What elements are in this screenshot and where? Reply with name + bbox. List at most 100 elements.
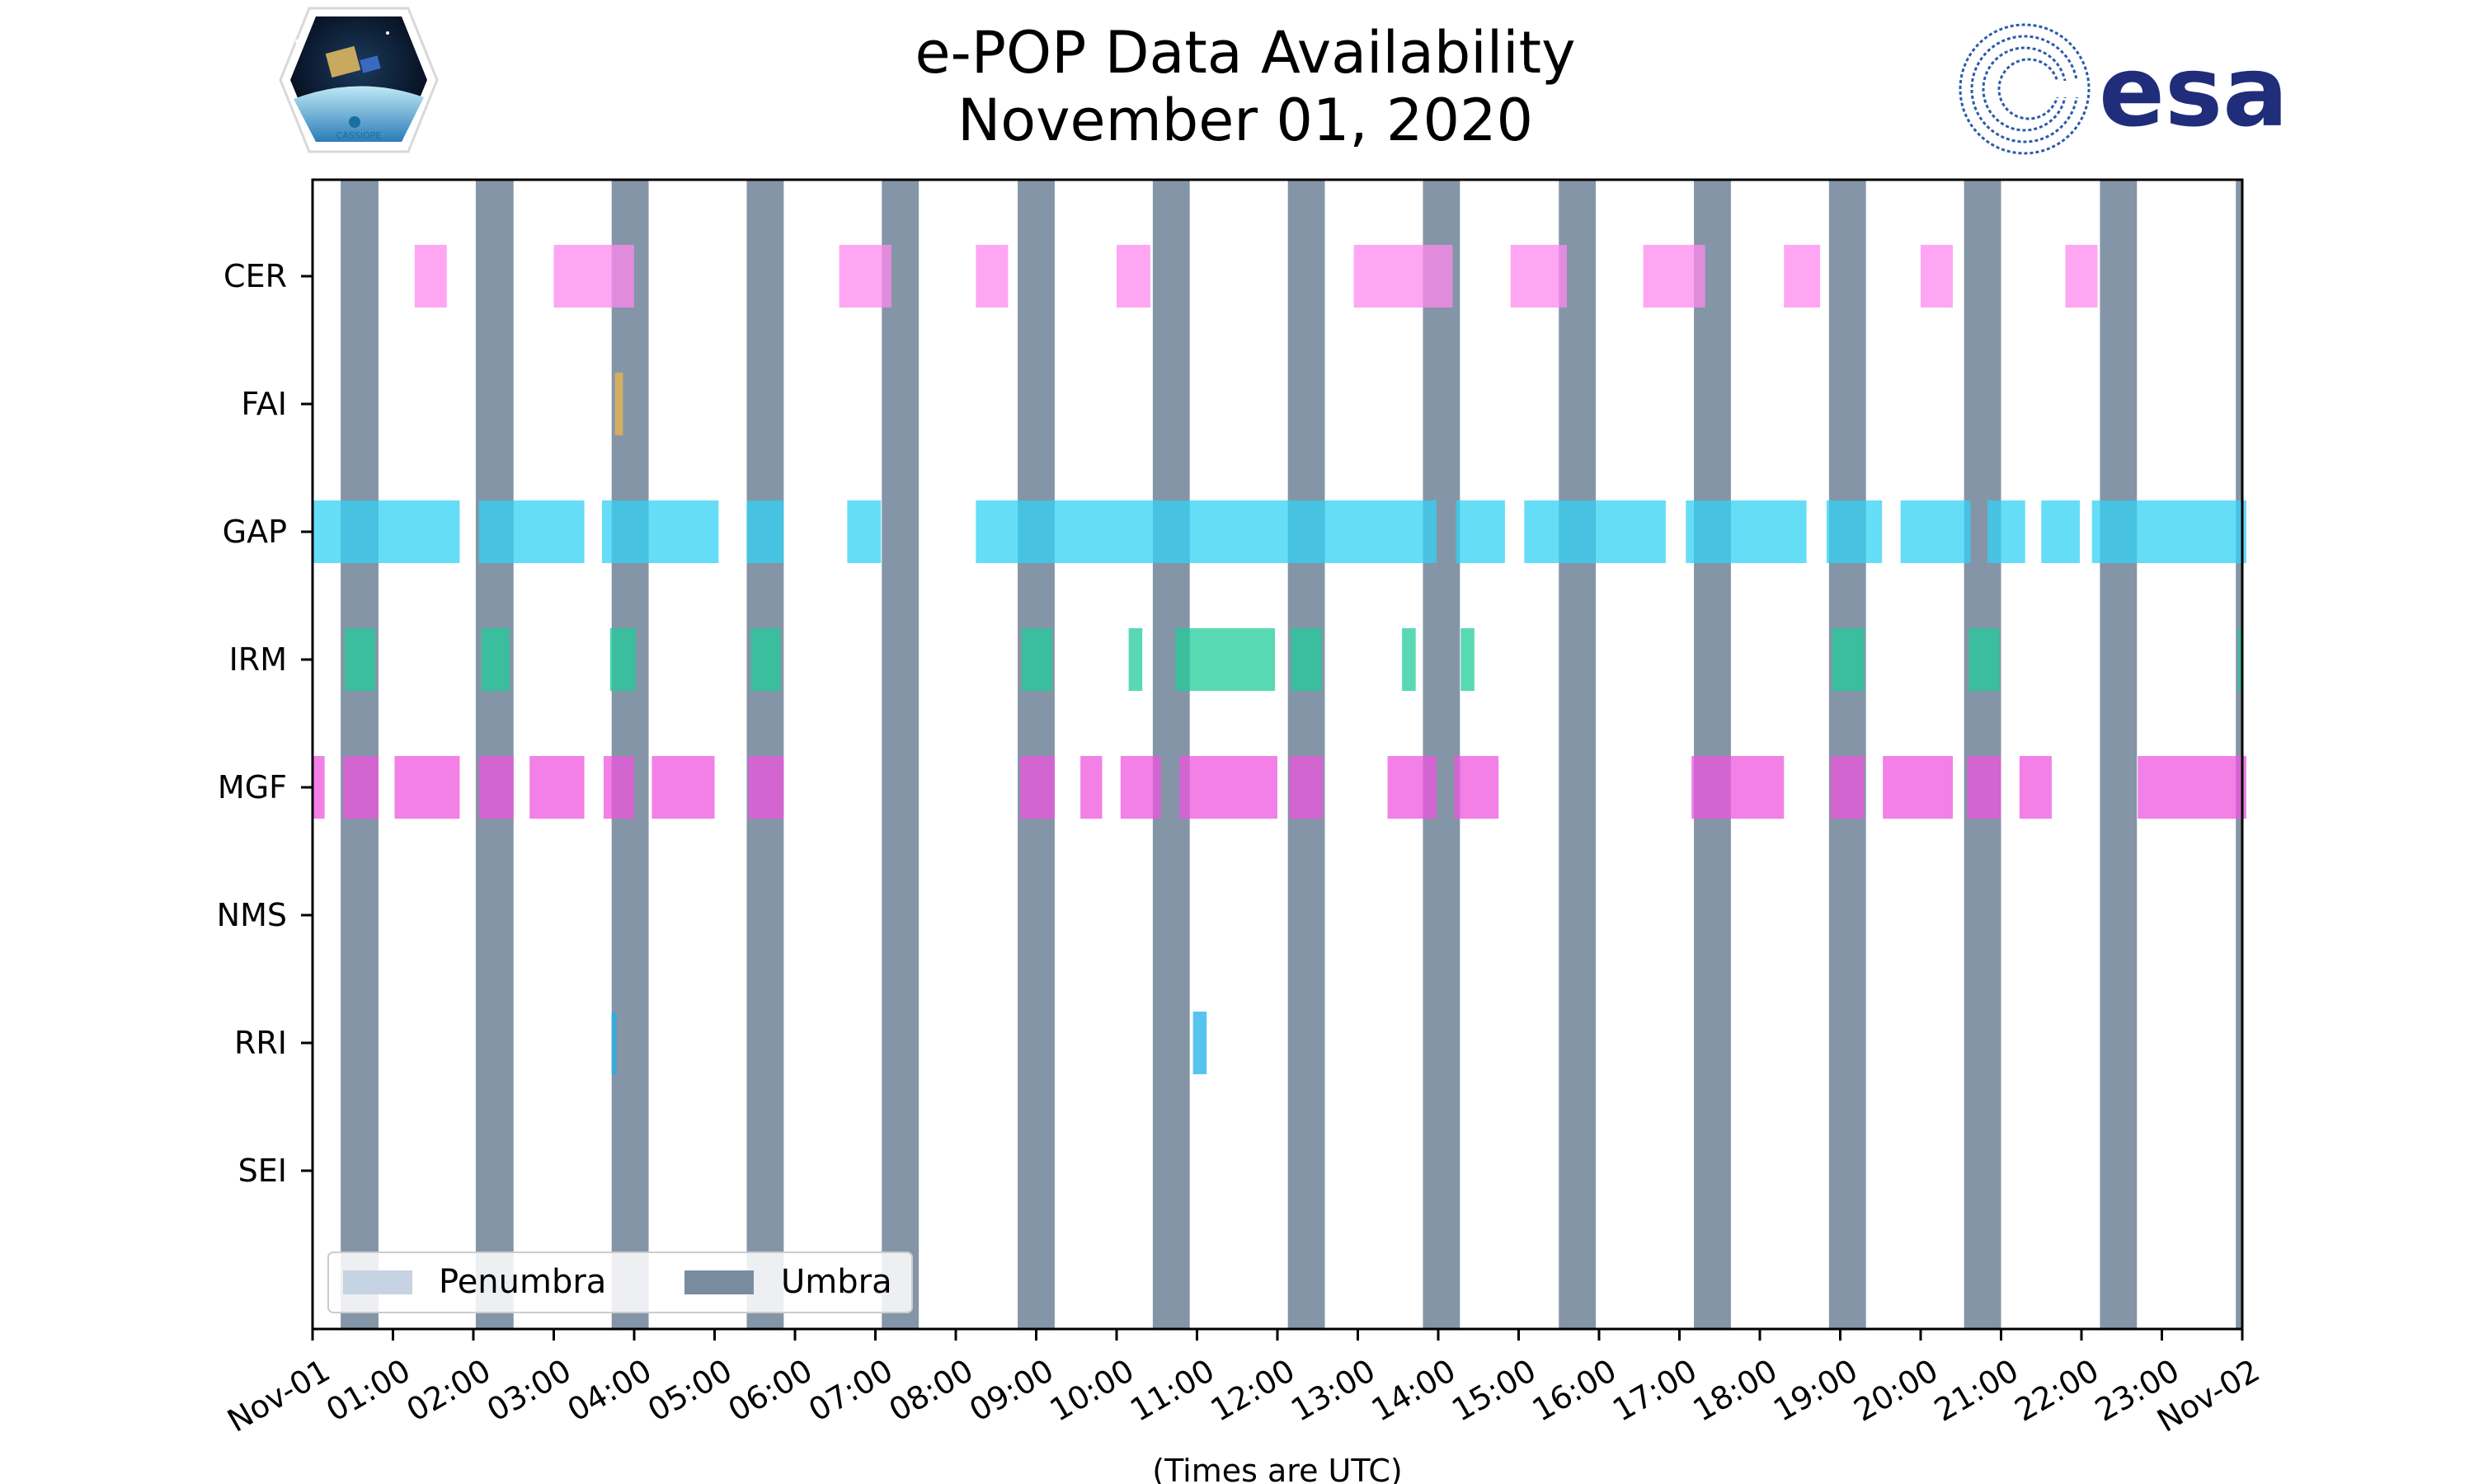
data-bar-mgf xyxy=(2242,756,2246,819)
data-bar-irm xyxy=(345,628,376,691)
legend-swatch-umbra xyxy=(684,1270,754,1294)
x-tick-label: 20:00 xyxy=(1848,1352,1945,1429)
x-tick-label: 11:00 xyxy=(1124,1352,1221,1429)
y-tick-label-nms: NMS xyxy=(217,897,287,933)
x-tick-label: 10:00 xyxy=(1044,1352,1141,1429)
data-bar-mgf xyxy=(1691,756,1785,819)
legend-label-penumbra: Penumbra xyxy=(439,1263,606,1301)
data-bar-mgf xyxy=(1080,756,1103,819)
x-tick-label: 05:00 xyxy=(642,1352,738,1429)
data-bar-irm xyxy=(1402,628,1416,691)
data-bar-cer xyxy=(1510,245,1567,308)
umbra-band xyxy=(1828,180,1866,1329)
x-axis: Nov-0101:0002:0003:0004:0005:0006:0007:0… xyxy=(221,1329,2266,1439)
umbra-band xyxy=(2100,180,2138,1329)
y-tick-label-irm: IRM xyxy=(229,641,287,678)
data-bar-cer xyxy=(1643,245,1705,308)
legend: Penumbra Umbra xyxy=(327,1252,913,1313)
data-bar-gap xyxy=(313,500,460,563)
data-bar-gap xyxy=(1456,500,1505,563)
data-bar-cer xyxy=(839,245,891,308)
data-bar-irm xyxy=(1128,628,1143,691)
x-tick-label: 21:00 xyxy=(1928,1352,2025,1429)
satellite-icon xyxy=(325,45,381,78)
x-tick-label: 06:00 xyxy=(722,1352,819,1429)
data-bar-mgf xyxy=(1830,756,1865,819)
data-bar-gap xyxy=(1524,500,1666,563)
chart-subtitle: November 01, 2020 xyxy=(957,87,1533,154)
x-tick-label: 03:00 xyxy=(481,1352,577,1429)
data-bar-irm xyxy=(1021,628,1052,691)
cassiope-logo-text: CASSIOPE xyxy=(336,130,382,141)
data-bar-gap xyxy=(1686,500,1807,563)
data-bar-mgf xyxy=(529,756,585,819)
umbra-band xyxy=(746,180,784,1329)
data-bar-mgf xyxy=(1967,756,2001,819)
data-bar-mgf xyxy=(1883,756,1953,819)
y-tick-label-rri: RRI xyxy=(234,1025,287,1061)
x-tick-label: 16:00 xyxy=(1526,1352,1623,1429)
data-bar-cer xyxy=(414,245,447,308)
x-tick-label: 01:00 xyxy=(320,1352,416,1429)
data-bar-gap xyxy=(2091,500,2242,563)
x-tick-label: 18:00 xyxy=(1687,1352,1784,1429)
umbra-band xyxy=(341,180,379,1329)
data-bar-irm xyxy=(1460,628,1475,691)
data-bar-mgf xyxy=(603,756,634,819)
data-bar-gap xyxy=(847,500,882,563)
esa-logo-text: esa xyxy=(2099,35,2288,148)
data-bar-gap xyxy=(1826,500,1883,563)
data-bar-mgf xyxy=(343,756,379,819)
x-tick-label: 04:00 xyxy=(562,1352,658,1429)
data-bar-mgf xyxy=(748,756,784,819)
data-bar-gap xyxy=(1900,500,1971,563)
data-bar-mgf xyxy=(1179,756,1277,819)
data-bar-irm xyxy=(481,628,510,691)
data-bar-gap xyxy=(602,500,719,563)
y-tick-label-cer: CER xyxy=(223,258,287,294)
umbra-band xyxy=(475,180,514,1329)
data-bar-irm xyxy=(750,628,781,691)
esa-logo: esa xyxy=(1959,23,2288,155)
x-tick-label: 17:00 xyxy=(1606,1352,1703,1429)
data-bar-irm xyxy=(1832,628,1865,691)
data-bar-cer xyxy=(553,245,634,308)
data-bar-irm xyxy=(1291,628,1322,691)
y-tick-label-fai: FAI xyxy=(241,386,287,422)
data-bar-gap xyxy=(478,500,585,563)
data-bar-cer xyxy=(976,245,1009,308)
umbra-band xyxy=(1964,180,2001,1329)
data-bar-irm xyxy=(1968,628,2000,691)
x-tick-label: 12:00 xyxy=(1205,1352,1301,1429)
data-bar-mgf xyxy=(1120,756,1161,819)
data-bar-cer xyxy=(1117,245,1150,308)
data-bar-irm xyxy=(2238,628,2243,691)
data-bar-fai xyxy=(614,373,623,435)
data-bar-mgf xyxy=(478,756,514,819)
data-bar-mgf xyxy=(2019,756,2052,819)
umbra-band xyxy=(1423,180,1460,1329)
umbra-band xyxy=(1287,180,1325,1329)
data-bar-mgf xyxy=(651,756,715,819)
chart-title: e-POP Data Availability xyxy=(915,19,1575,87)
umbra-band xyxy=(2236,180,2242,1329)
y-axis: CER FAI GAP IRM MGF NMS RRI SEI xyxy=(217,258,313,1189)
x-tick-label: 08:00 xyxy=(883,1352,980,1429)
x-tick-label: 22:00 xyxy=(2009,1352,2105,1429)
umbra-band xyxy=(1152,180,1190,1329)
data-bar-mgf xyxy=(394,756,460,819)
legend-swatch-penumbra xyxy=(343,1270,412,1294)
data-bar-mgf xyxy=(1289,756,1324,819)
x-tick-label: 09:00 xyxy=(963,1352,1060,1429)
x-tick-label: Nov-01 xyxy=(221,1352,336,1439)
data-bar-cer xyxy=(1353,245,1453,308)
x-axis-label: (Times are UTC) xyxy=(1152,1453,1402,1484)
data-bar-mgf xyxy=(1454,756,1499,819)
y-tick-label-gap: GAP xyxy=(223,514,287,550)
umbra-band xyxy=(882,180,920,1329)
x-tick-label: 14:00 xyxy=(1366,1352,1462,1429)
umbra-band xyxy=(1694,180,1731,1329)
x-tick-label: 15:00 xyxy=(1446,1352,1542,1429)
data-bar-mgf xyxy=(1387,756,1437,819)
